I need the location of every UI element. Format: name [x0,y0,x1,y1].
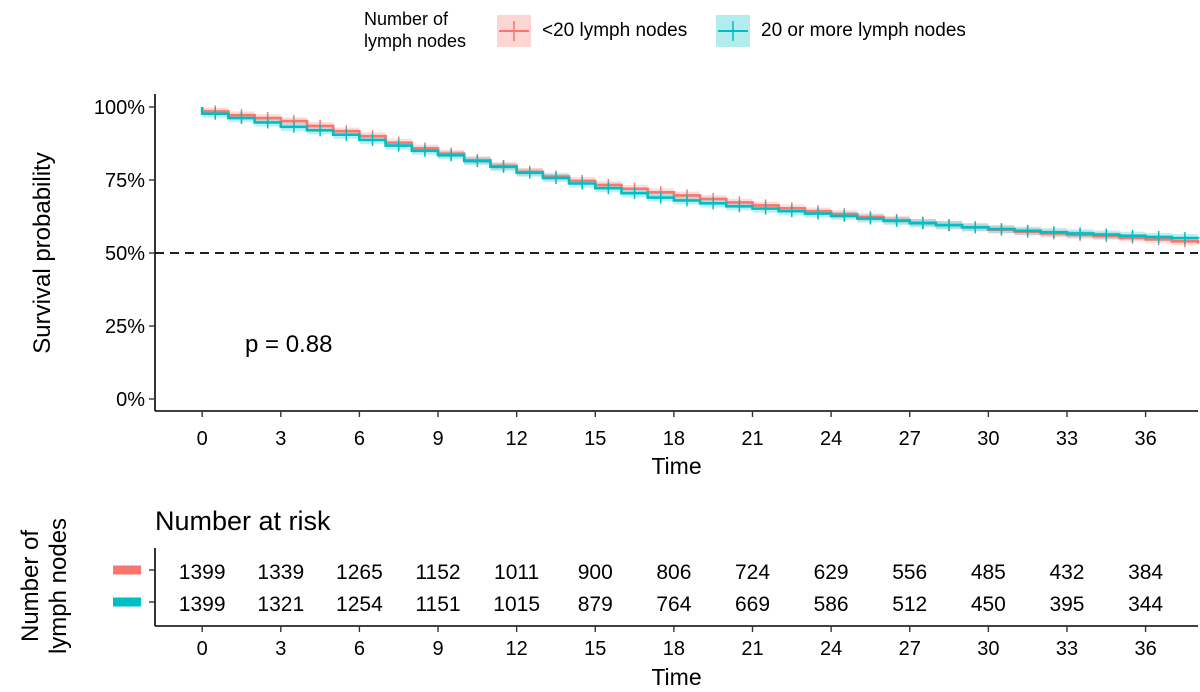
risk-count-20-or-more-lymph-nodes: 512 [892,593,927,616]
risk-x-tick-label: 3 [275,638,286,660]
risk-count-20-or-more-lymph-nodes: 450 [971,593,1006,616]
risk-table-title: Number at risk [155,506,331,536]
risk-count-20-lymph-nodes: 432 [1049,561,1084,584]
risk-count-20-lymph-nodes: 556 [892,561,927,584]
risk-x-tick-label: 33 [1056,638,1078,660]
risk-count-20-lymph-nodes: 1339 [257,561,304,584]
x-tick-label: 24 [820,428,842,450]
risk-count-20-lymph-nodes: 806 [656,561,691,584]
risk-count-20-or-more-lymph-nodes: 764 [656,593,691,616]
x-tick-label: 30 [977,428,999,450]
risk-count-20-or-more-lymph-nodes: 395 [1049,593,1084,616]
risk-x-tick-label: 21 [741,638,763,660]
survival-plot-panel: 0%25%50%75%100%0 3 6 9 12 15 18 21 24 27 30 33 36Tim… [29,94,1200,479]
risk-count-20-lymph-nodes: 1152 [415,561,460,584]
risk-count-20-lymph-nodes: 629 [814,561,849,584]
risk-count-20-or-more-lymph-nodes: 1399 [179,593,226,616]
risk-count-20-or-more-lymph-nodes: 1321 [257,593,304,616]
x-tick-label: 12 [506,428,528,450]
y-tick-label: 50% [105,243,145,265]
risk-x-tick-label: 24 [820,638,842,660]
risk-x-tick-label: 18 [663,638,685,660]
risk-count-20-lymph-nodes: 900 [578,561,613,584]
x-tick-label: 6 [354,428,365,450]
x-tick-label: 27 [899,428,921,450]
y-tick-label: 0% [116,389,145,411]
x-tick-label: 33 [1056,428,1078,450]
legend-entry-20-or-more-lymph-nodes: 20 or more lymph nodes [761,20,966,41]
risk-count-20-or-more-lymph-nodes: 1015 [493,593,540,616]
risk-x-tick-label: 9 [432,638,443,660]
risk-count-20-or-more-lymph-nodes: 669 [735,593,770,616]
risk-x-tick-label: 6 [354,638,365,660]
survival-curve-20-or-more-lymph-nodes [200,107,1200,240]
x-tick-label: 18 [663,428,685,450]
x-tick-label: 21 [741,428,763,450]
legend-title-line: Number of [364,9,449,29]
risk-count-20-or-more-lymph-nodes: 586 [814,593,849,616]
risk-count-20-lymph-nodes: 1265 [336,561,383,584]
ci-band-20-lymph-nodes [202,107,1199,248]
x-tick-label: 0 [197,428,208,450]
y-axis-title: Survival probability [29,152,56,353]
risk-x-tick-label: 36 [1134,638,1156,660]
risk-x-tick-label: 30 [977,638,999,660]
legend-entry-20-lymph-nodes: <20 lymph nodes [542,20,687,41]
y-tick-label: 75% [105,170,145,192]
risk-count-20-or-more-lymph-nodes: 879 [578,593,613,616]
risk-x-tick-label: 27 [899,638,921,660]
y-tick-label: 100% [94,97,145,119]
x-tick-label: 36 [1134,428,1156,450]
risk-table-y-title-line: lymph nodes [45,518,72,654]
risk-count-20-lymph-nodes: 1399 [179,561,226,584]
x-tick-label: 15 [584,428,606,450]
risk-count-20-lymph-nodes: 724 [735,561,770,584]
y-tick-label: 25% [105,316,145,338]
risk-count-20-lymph-nodes: 384 [1128,561,1163,584]
x-tick-label: 3 [275,428,286,450]
risk-count-20-or-more-lymph-nodes: 1254 [336,593,383,616]
p-value-annotation: p = 0.88 [245,331,332,358]
risk-table-panel: Number at risk 1399 1339 1265 1152 1011 900 806… [17,506,1198,690]
x-tick-label: 9 [432,428,443,450]
risk-count-20-lymph-nodes: 485 [971,561,1006,584]
risk-table-y-title-line: Number of [17,530,44,642]
risk-count-20-or-more-lymph-nodes: 1151 [415,593,460,616]
risk-table-x-title: Time [651,664,701,690]
risk-count-20-lymph-nodes: 1011 [494,561,539,584]
ci-band-20-or-more-lymph-nodes [202,109,1199,244]
x-axis-title: Time [651,453,701,479]
risk-x-tick-label: 0 [197,638,208,660]
risk-count-20-or-more-lymph-nodes: 344 [1128,593,1163,616]
risk-x-tick-label: 12 [506,638,528,660]
legend-title-line: lymph nodes [364,31,466,51]
risk-x-tick-label: 15 [584,638,606,660]
